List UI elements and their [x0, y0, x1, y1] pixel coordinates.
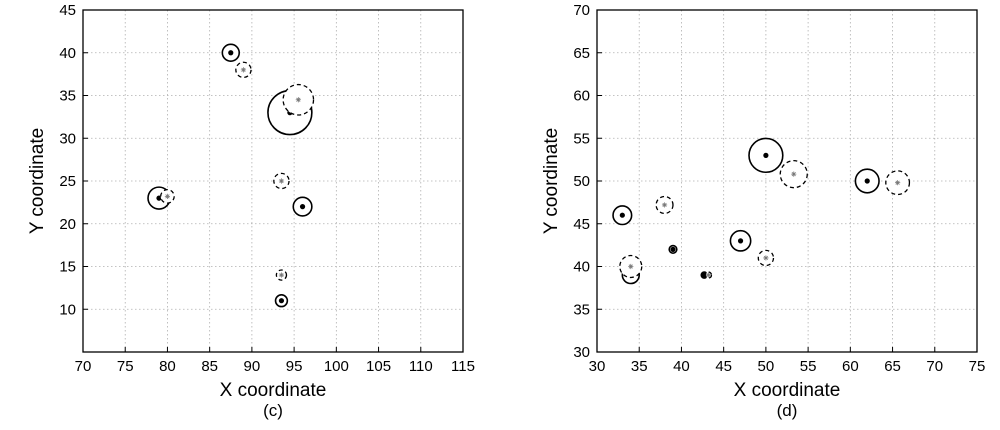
y-tick-label: 15 — [59, 259, 76, 276]
y-tick-label: 25 — [59, 173, 76, 190]
star-center-icon — [628, 263, 634, 270]
y-tick-label: 55 — [573, 130, 590, 147]
dot-center-icon — [864, 178, 870, 184]
x-tick-label: 105 — [366, 358, 391, 375]
y-tick-label: 10 — [59, 301, 76, 318]
dashed-circle-point — [160, 188, 175, 204]
x-axis-label: X coordinate — [220, 380, 327, 401]
x-tick-label: 35 — [631, 358, 648, 375]
dashed-circle-point — [282, 83, 315, 116]
dot-center-icon — [737, 238, 744, 244]
solid-circle-point — [854, 168, 880, 194]
star-center-icon — [705, 272, 712, 278]
solid-circle-point — [274, 293, 289, 308]
solid-circle-point — [292, 196, 313, 217]
star-center-icon — [661, 202, 668, 208]
dashed-circle-point — [273, 172, 290, 190]
star-center-icon — [295, 97, 301, 103]
y-tick-label: 70 — [573, 2, 590, 19]
star-center-icon — [240, 67, 247, 73]
x-tick-label: 95 — [286, 358, 303, 375]
y-tick-label: 30 — [59, 130, 76, 147]
dashed-circle-point — [275, 269, 288, 281]
dashed-circle-point — [704, 271, 713, 279]
x-tick-label: 100 — [324, 358, 349, 375]
solid-circle-point — [729, 229, 752, 252]
y-tick-label: 40 — [573, 259, 590, 276]
dashed-circle-point — [655, 195, 674, 215]
x-tick-label: 70 — [926, 358, 943, 375]
star-center-icon — [895, 180, 901, 186]
x-tick-label: 65 — [884, 358, 901, 375]
x-tick-label: 50 — [758, 358, 775, 375]
x-tick-label: 85 — [201, 358, 218, 375]
x-axis-label: X coordinate — [734, 380, 841, 401]
x-tick-label: 115 — [451, 358, 475, 375]
dashed-circle-point — [885, 170, 911, 196]
y-tick-label: 35 — [59, 88, 76, 105]
dot-center-icon — [278, 298, 285, 304]
dot-center-icon — [763, 152, 769, 158]
x-tick-label: 75 — [117, 358, 134, 375]
dot-center-icon — [299, 204, 306, 210]
x-tick-label: 40 — [673, 358, 690, 375]
x-tick-label: 70 — [75, 358, 92, 375]
x-tick-label: 75 — [969, 358, 986, 375]
y-tick-label: 45 — [573, 216, 590, 233]
star-center-icon — [791, 171, 797, 177]
y-tick-label: 35 — [573, 301, 590, 318]
solid-circle-point — [221, 43, 241, 62]
y-tick-label: 65 — [573, 45, 590, 62]
x-tick-label: 55 — [800, 358, 817, 375]
solid-circle-point — [748, 137, 784, 174]
dot-center-icon — [619, 212, 625, 218]
star-center-icon — [164, 193, 171, 199]
solid-circle-point — [668, 244, 678, 254]
dashed-circle-point — [757, 249, 775, 267]
chart-panel-d: 30 35 40 45 50 55 60 65 70 75 30 35 40 45 50 55 60 65 70 X … — [541, 2, 985, 420]
x-tick-label: 90 — [244, 358, 261, 375]
x-tick-label: 80 — [159, 358, 176, 375]
star-center-icon — [278, 272, 285, 278]
y-tick-label: 40 — [59, 45, 76, 62]
x-tick-label: 30 — [589, 358, 606, 375]
dot-center-icon — [156, 195, 162, 201]
dot-center-icon — [228, 50, 234, 56]
dashed-circle-point — [235, 61, 252, 79]
x-tick-label: 45 — [715, 358, 732, 375]
solid-circle-point — [612, 205, 633, 226]
star-center-icon — [278, 178, 285, 184]
x-tick-label: 60 — [842, 358, 859, 375]
y-tick-label: 45 — [59, 2, 76, 19]
y-tick-label: 20 — [59, 216, 76, 233]
dot-center-icon — [670, 246, 676, 252]
panel-caption: (d) — [777, 401, 798, 420]
panel-caption: (c) — [263, 401, 283, 420]
y-axis-label: Y coordinate — [541, 128, 562, 234]
y-tick-label: 50 — [573, 173, 590, 190]
dashed-circle-point — [619, 254, 643, 279]
y-tick-label: 30 — [573, 344, 590, 361]
dashed-circle-point — [779, 159, 808, 189]
star-center-icon — [763, 255, 769, 261]
y-tick-label: 60 — [573, 88, 590, 105]
x-tick-label: 110 — [409, 358, 433, 375]
y-axis-label: Y coordinate — [27, 128, 48, 234]
chart-panel-c: 70 75 80 85 90 95 100 105 110 115 10 15 20 25 30 35 40 45… — [27, 2, 475, 420]
